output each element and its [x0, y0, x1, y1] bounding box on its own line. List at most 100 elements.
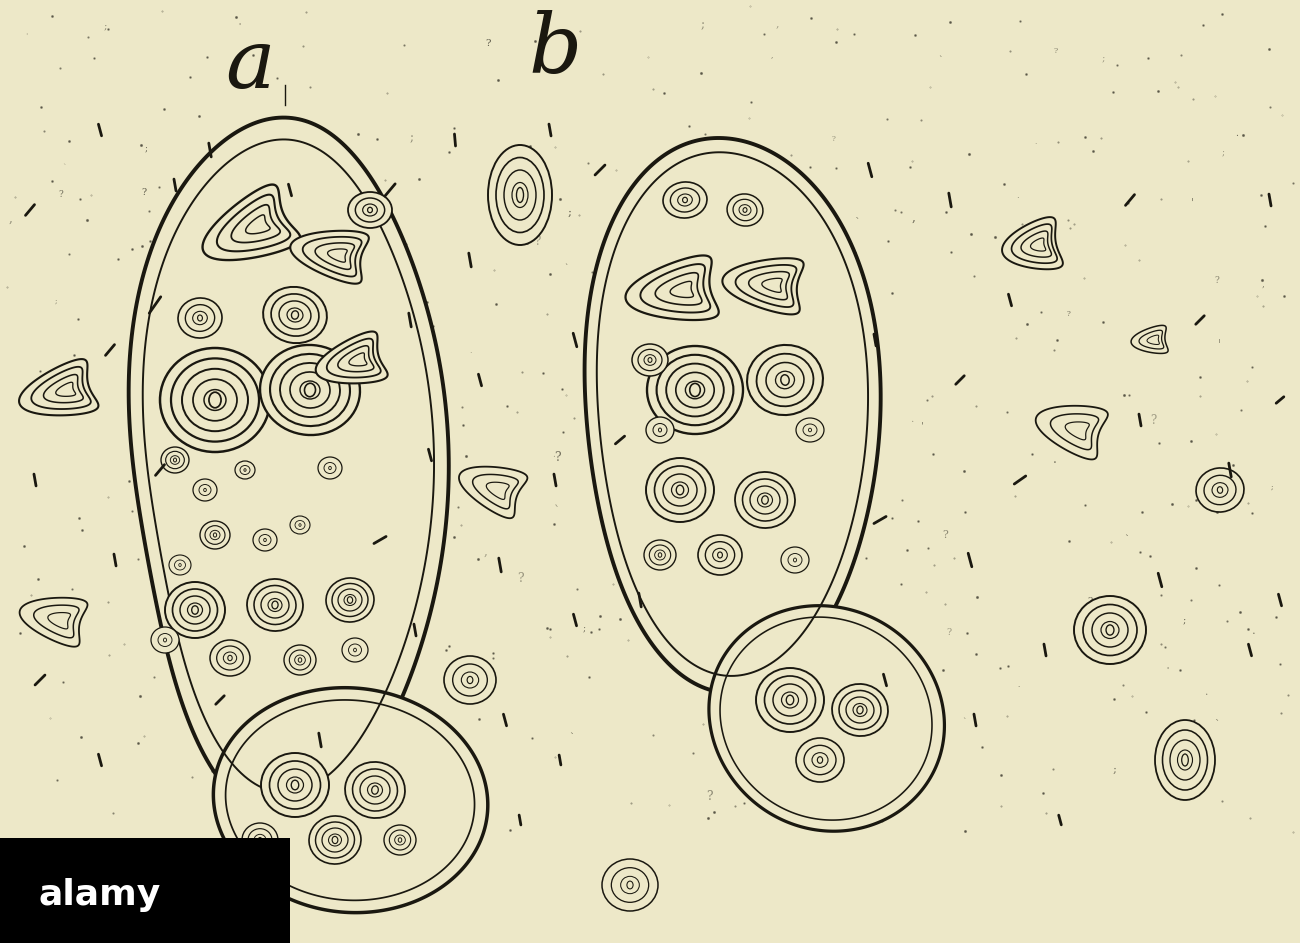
Ellipse shape — [750, 486, 780, 514]
Text: .: . — [469, 346, 472, 355]
Polygon shape — [1131, 325, 1169, 354]
Ellipse shape — [1154, 720, 1216, 800]
Polygon shape — [217, 194, 290, 252]
Ellipse shape — [326, 578, 374, 622]
Ellipse shape — [602, 859, 658, 911]
Ellipse shape — [322, 828, 348, 852]
Ellipse shape — [287, 308, 303, 322]
Ellipse shape — [242, 823, 278, 857]
Polygon shape — [338, 346, 374, 372]
Ellipse shape — [632, 344, 668, 376]
Text: .: . — [910, 415, 914, 424]
Polygon shape — [1036, 405, 1108, 459]
Polygon shape — [328, 249, 347, 262]
Text: ': ' — [250, 172, 252, 179]
Ellipse shape — [290, 650, 311, 670]
Ellipse shape — [781, 692, 798, 708]
Polygon shape — [486, 482, 510, 500]
Ellipse shape — [290, 516, 309, 534]
Ellipse shape — [332, 584, 368, 617]
Ellipse shape — [178, 298, 222, 338]
Polygon shape — [749, 272, 789, 300]
Ellipse shape — [653, 423, 667, 437]
Ellipse shape — [512, 183, 528, 207]
Text: ?: ? — [377, 645, 382, 655]
Text: .: . — [552, 450, 555, 459]
Text: ?: ? — [1088, 597, 1093, 605]
Ellipse shape — [224, 652, 237, 664]
Text: ;: ; — [315, 543, 318, 554]
Polygon shape — [459, 467, 528, 519]
Text: ;: ; — [701, 18, 705, 31]
Text: ;: ; — [731, 494, 733, 504]
Text: `: ` — [854, 218, 861, 228]
Ellipse shape — [344, 762, 406, 818]
Ellipse shape — [200, 521, 230, 549]
Text: ;: ; — [1102, 54, 1105, 62]
Text: .: . — [875, 774, 876, 782]
Ellipse shape — [272, 294, 318, 336]
Ellipse shape — [248, 829, 272, 852]
Text: ;: ; — [889, 803, 892, 811]
Ellipse shape — [764, 676, 815, 724]
Polygon shape — [326, 339, 381, 377]
Ellipse shape — [182, 369, 248, 431]
Polygon shape — [203, 185, 300, 260]
Text: ': ' — [1218, 339, 1222, 352]
Text: `: ` — [62, 164, 66, 174]
Text: ?: ? — [317, 683, 322, 691]
Polygon shape — [1147, 335, 1160, 344]
Text: .: . — [1235, 129, 1238, 139]
Polygon shape — [213, 687, 488, 913]
Ellipse shape — [280, 363, 341, 417]
Ellipse shape — [172, 358, 259, 441]
Ellipse shape — [344, 594, 356, 605]
Polygon shape — [290, 231, 369, 284]
Text: a: a — [225, 25, 274, 105]
Text: `: ` — [1124, 535, 1130, 544]
Ellipse shape — [204, 389, 226, 410]
Text: .: . — [464, 659, 467, 668]
Ellipse shape — [261, 753, 329, 817]
Polygon shape — [736, 265, 797, 307]
Ellipse shape — [1170, 740, 1200, 780]
Text: ;: ; — [1182, 615, 1186, 624]
Polygon shape — [473, 474, 519, 509]
Polygon shape — [48, 613, 70, 629]
Ellipse shape — [671, 188, 699, 212]
Text: ?: ? — [554, 451, 560, 464]
Ellipse shape — [747, 345, 823, 415]
Polygon shape — [585, 138, 880, 693]
Ellipse shape — [734, 472, 796, 528]
Ellipse shape — [211, 530, 220, 539]
Ellipse shape — [278, 769, 312, 801]
Polygon shape — [129, 118, 448, 820]
Ellipse shape — [165, 452, 185, 469]
Ellipse shape — [169, 555, 191, 575]
Polygon shape — [1020, 231, 1052, 257]
Polygon shape — [670, 281, 693, 297]
Ellipse shape — [260, 345, 360, 435]
Ellipse shape — [1178, 750, 1192, 770]
Ellipse shape — [384, 825, 416, 855]
Ellipse shape — [329, 834, 342, 846]
Text: `: ` — [564, 264, 568, 273]
Text: ?: ? — [246, 713, 251, 721]
Text: ': ' — [25, 31, 27, 40]
Text: `: ` — [939, 57, 942, 65]
Polygon shape — [1065, 422, 1089, 439]
Text: ?: ? — [706, 790, 712, 803]
Text: ;: ; — [1113, 766, 1117, 775]
Ellipse shape — [342, 638, 368, 662]
Text: ;: ; — [1222, 147, 1225, 157]
Ellipse shape — [363, 204, 377, 216]
Ellipse shape — [173, 589, 217, 631]
Text: ;: ; — [361, 396, 365, 408]
Text: `: ` — [569, 733, 575, 741]
Polygon shape — [20, 598, 87, 647]
Ellipse shape — [853, 703, 867, 717]
Ellipse shape — [672, 482, 689, 498]
Ellipse shape — [192, 311, 207, 324]
Text: ;: ; — [146, 143, 148, 153]
Text: .: . — [1035, 139, 1037, 146]
